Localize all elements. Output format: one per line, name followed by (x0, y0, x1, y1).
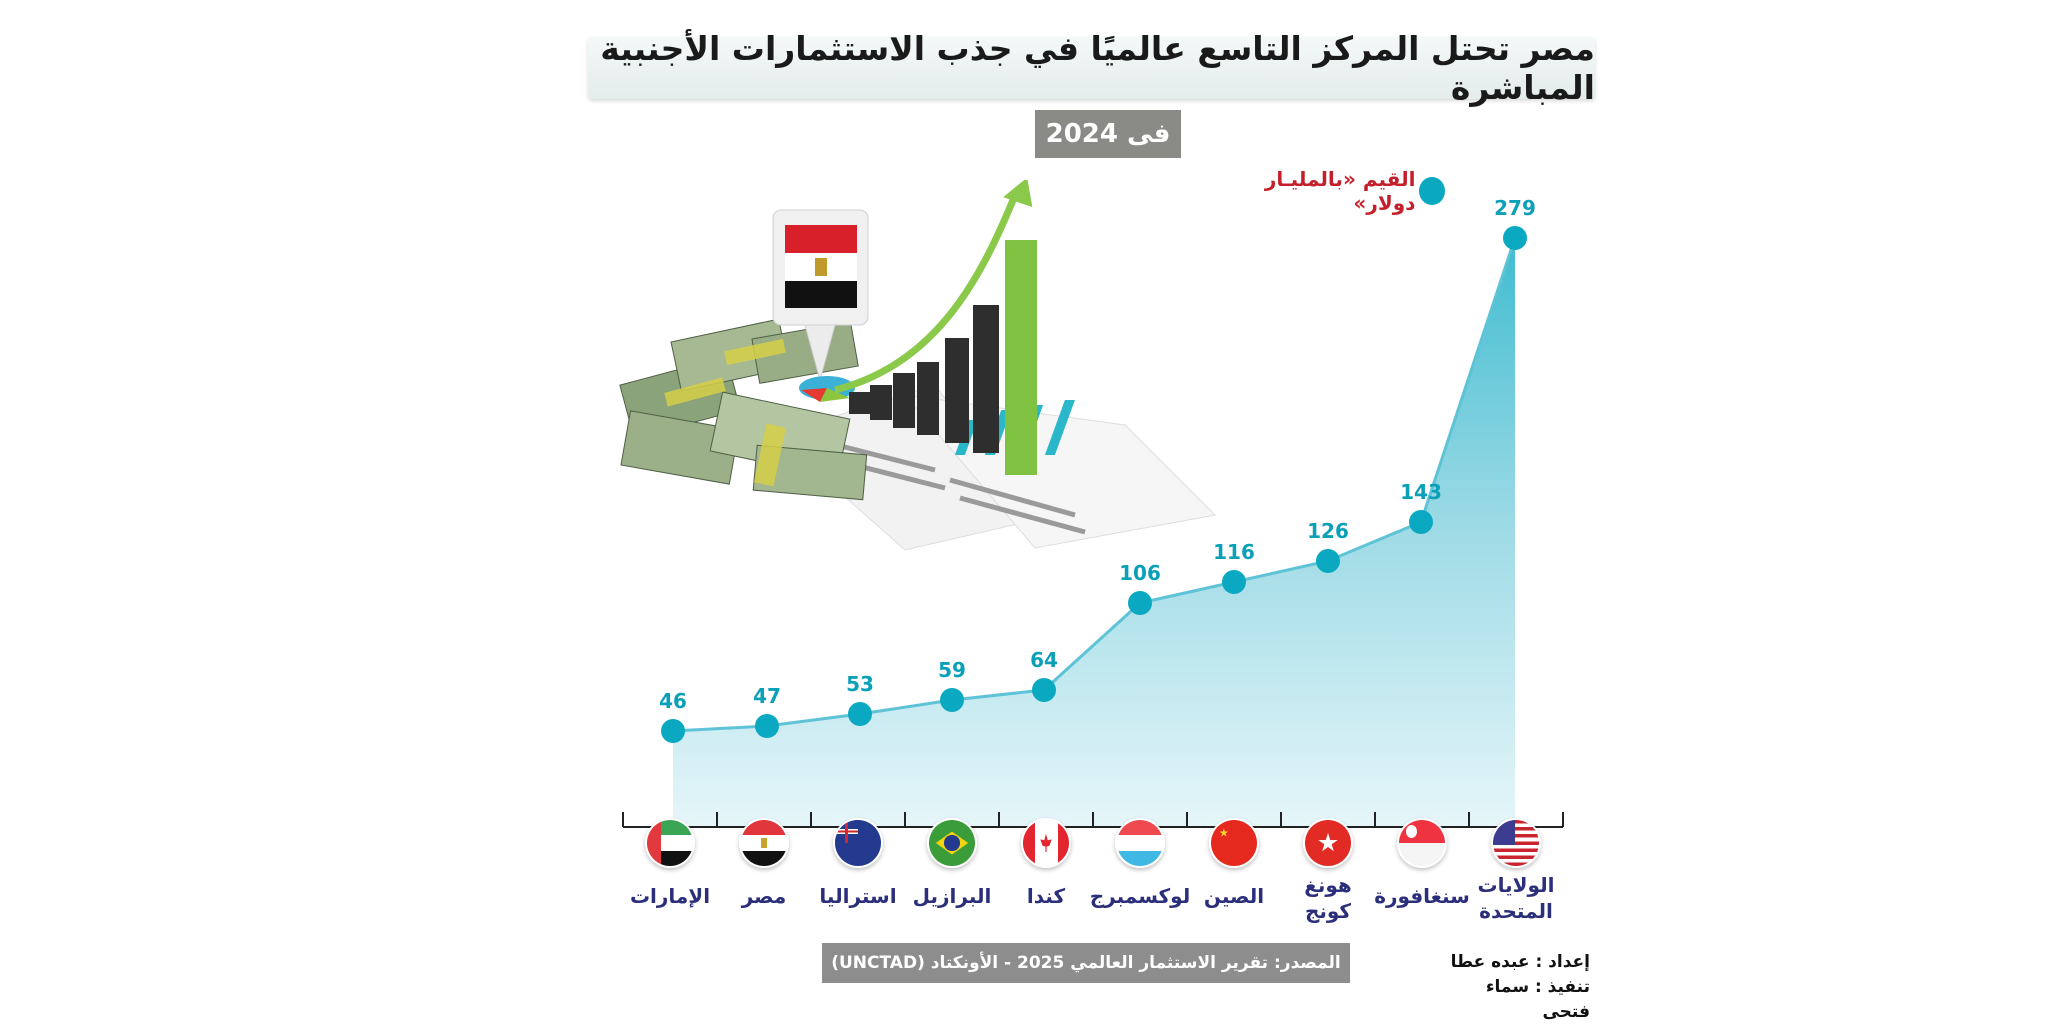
pie-chart-icon (799, 376, 855, 402)
design-by: تنفيذ : سماء فتحى (1485, 977, 1590, 1022)
value-label: 279 (1494, 196, 1536, 220)
egypt-flag-icon (739, 818, 789, 868)
egypt-pin-icon (772, 209, 869, 382)
green-bar-icon (1005, 240, 1037, 475)
brazil-flag-icon (927, 818, 977, 868)
page-title: مصر تحتل المركز التاسع عالميًا في جذب ال… (600, 29, 1595, 107)
country-label: لوكسمبرج (1089, 884, 1191, 908)
legend: القيم «بالمليـار دولار» (1215, 167, 1445, 215)
usa-flag-icon (1491, 818, 1541, 868)
value-label: 116 (1213, 540, 1255, 564)
value-label: 59 (938, 658, 966, 682)
title-banner: مصر تحتل المركز التاسع عالميًا في جذب ال… (588, 29, 1595, 107)
source-text: المصدر: تقرير الاستثمار العالمي 2025 - ا… (831, 953, 1341, 973)
data-point-dot (1128, 591, 1152, 615)
uae-flag-icon (645, 818, 695, 868)
data-point-dot (848, 702, 872, 726)
country-label: استراليا (819, 884, 897, 908)
value-label: 143 (1400, 480, 1442, 504)
country-label: كندا (1026, 884, 1066, 908)
data-point-dot (1222, 570, 1246, 594)
source-banner: المصدر: تقرير الاستثمار العالمي 2025 - ا… (822, 943, 1350, 983)
year-badge: فى 2024 (1035, 110, 1181, 158)
canada-flag-icon (1021, 818, 1071, 868)
value-label: 106 (1119, 561, 1161, 585)
country-label: مصر (741, 884, 787, 908)
series-line (672, 237, 1517, 733)
country-label: البرازيل (912, 884, 992, 908)
legend-label: القيم «بالمليـار دولار» (1264, 167, 1416, 215)
credits: إعداد : عبده عطا تنفيذ : سماء فتحى (1440, 950, 1590, 1025)
country-label: هونغ كونج (1304, 873, 1352, 923)
investment-illustration (619, 180, 1217, 551)
china-flag-icon (1209, 818, 1259, 868)
country-label: الولايات المتحدة (1477, 873, 1555, 923)
area-fill (673, 238, 1515, 827)
prepared-by: إعداد : عبده عطا (1450, 952, 1590, 972)
luxembourg-flag-icon (1115, 818, 1165, 868)
value-label: 47 (753, 684, 781, 708)
data-point-dot (1409, 510, 1433, 534)
data-point-dot (940, 688, 964, 712)
data-point-dot (1032, 678, 1056, 702)
country-label: سنغافورة (1374, 884, 1470, 908)
growth-arrow-icon (834, 198, 1017, 394)
singapore-flag-icon (1397, 818, 1447, 868)
data-point-dot (1316, 549, 1340, 573)
bar-chart-icon (849, 305, 999, 453)
value-label: 53 (846, 672, 874, 696)
data-points (661, 226, 1527, 743)
legend-dot-icon (1419, 177, 1445, 205)
value-label: 46 (659, 689, 687, 713)
data-point-dot (755, 714, 779, 738)
year-badge-text: فى 2024 (1045, 119, 1171, 149)
country-label: الإمارات (629, 884, 711, 908)
data-point-dot (661, 719, 685, 743)
data-point-dot (1503, 226, 1527, 250)
value-label: 126 (1307, 519, 1349, 543)
hongkong-flag-icon (1303, 818, 1353, 868)
value-label: 64 (1030, 648, 1058, 672)
country-label: الصين (1203, 884, 1265, 908)
australia-flag-icon (833, 818, 883, 868)
